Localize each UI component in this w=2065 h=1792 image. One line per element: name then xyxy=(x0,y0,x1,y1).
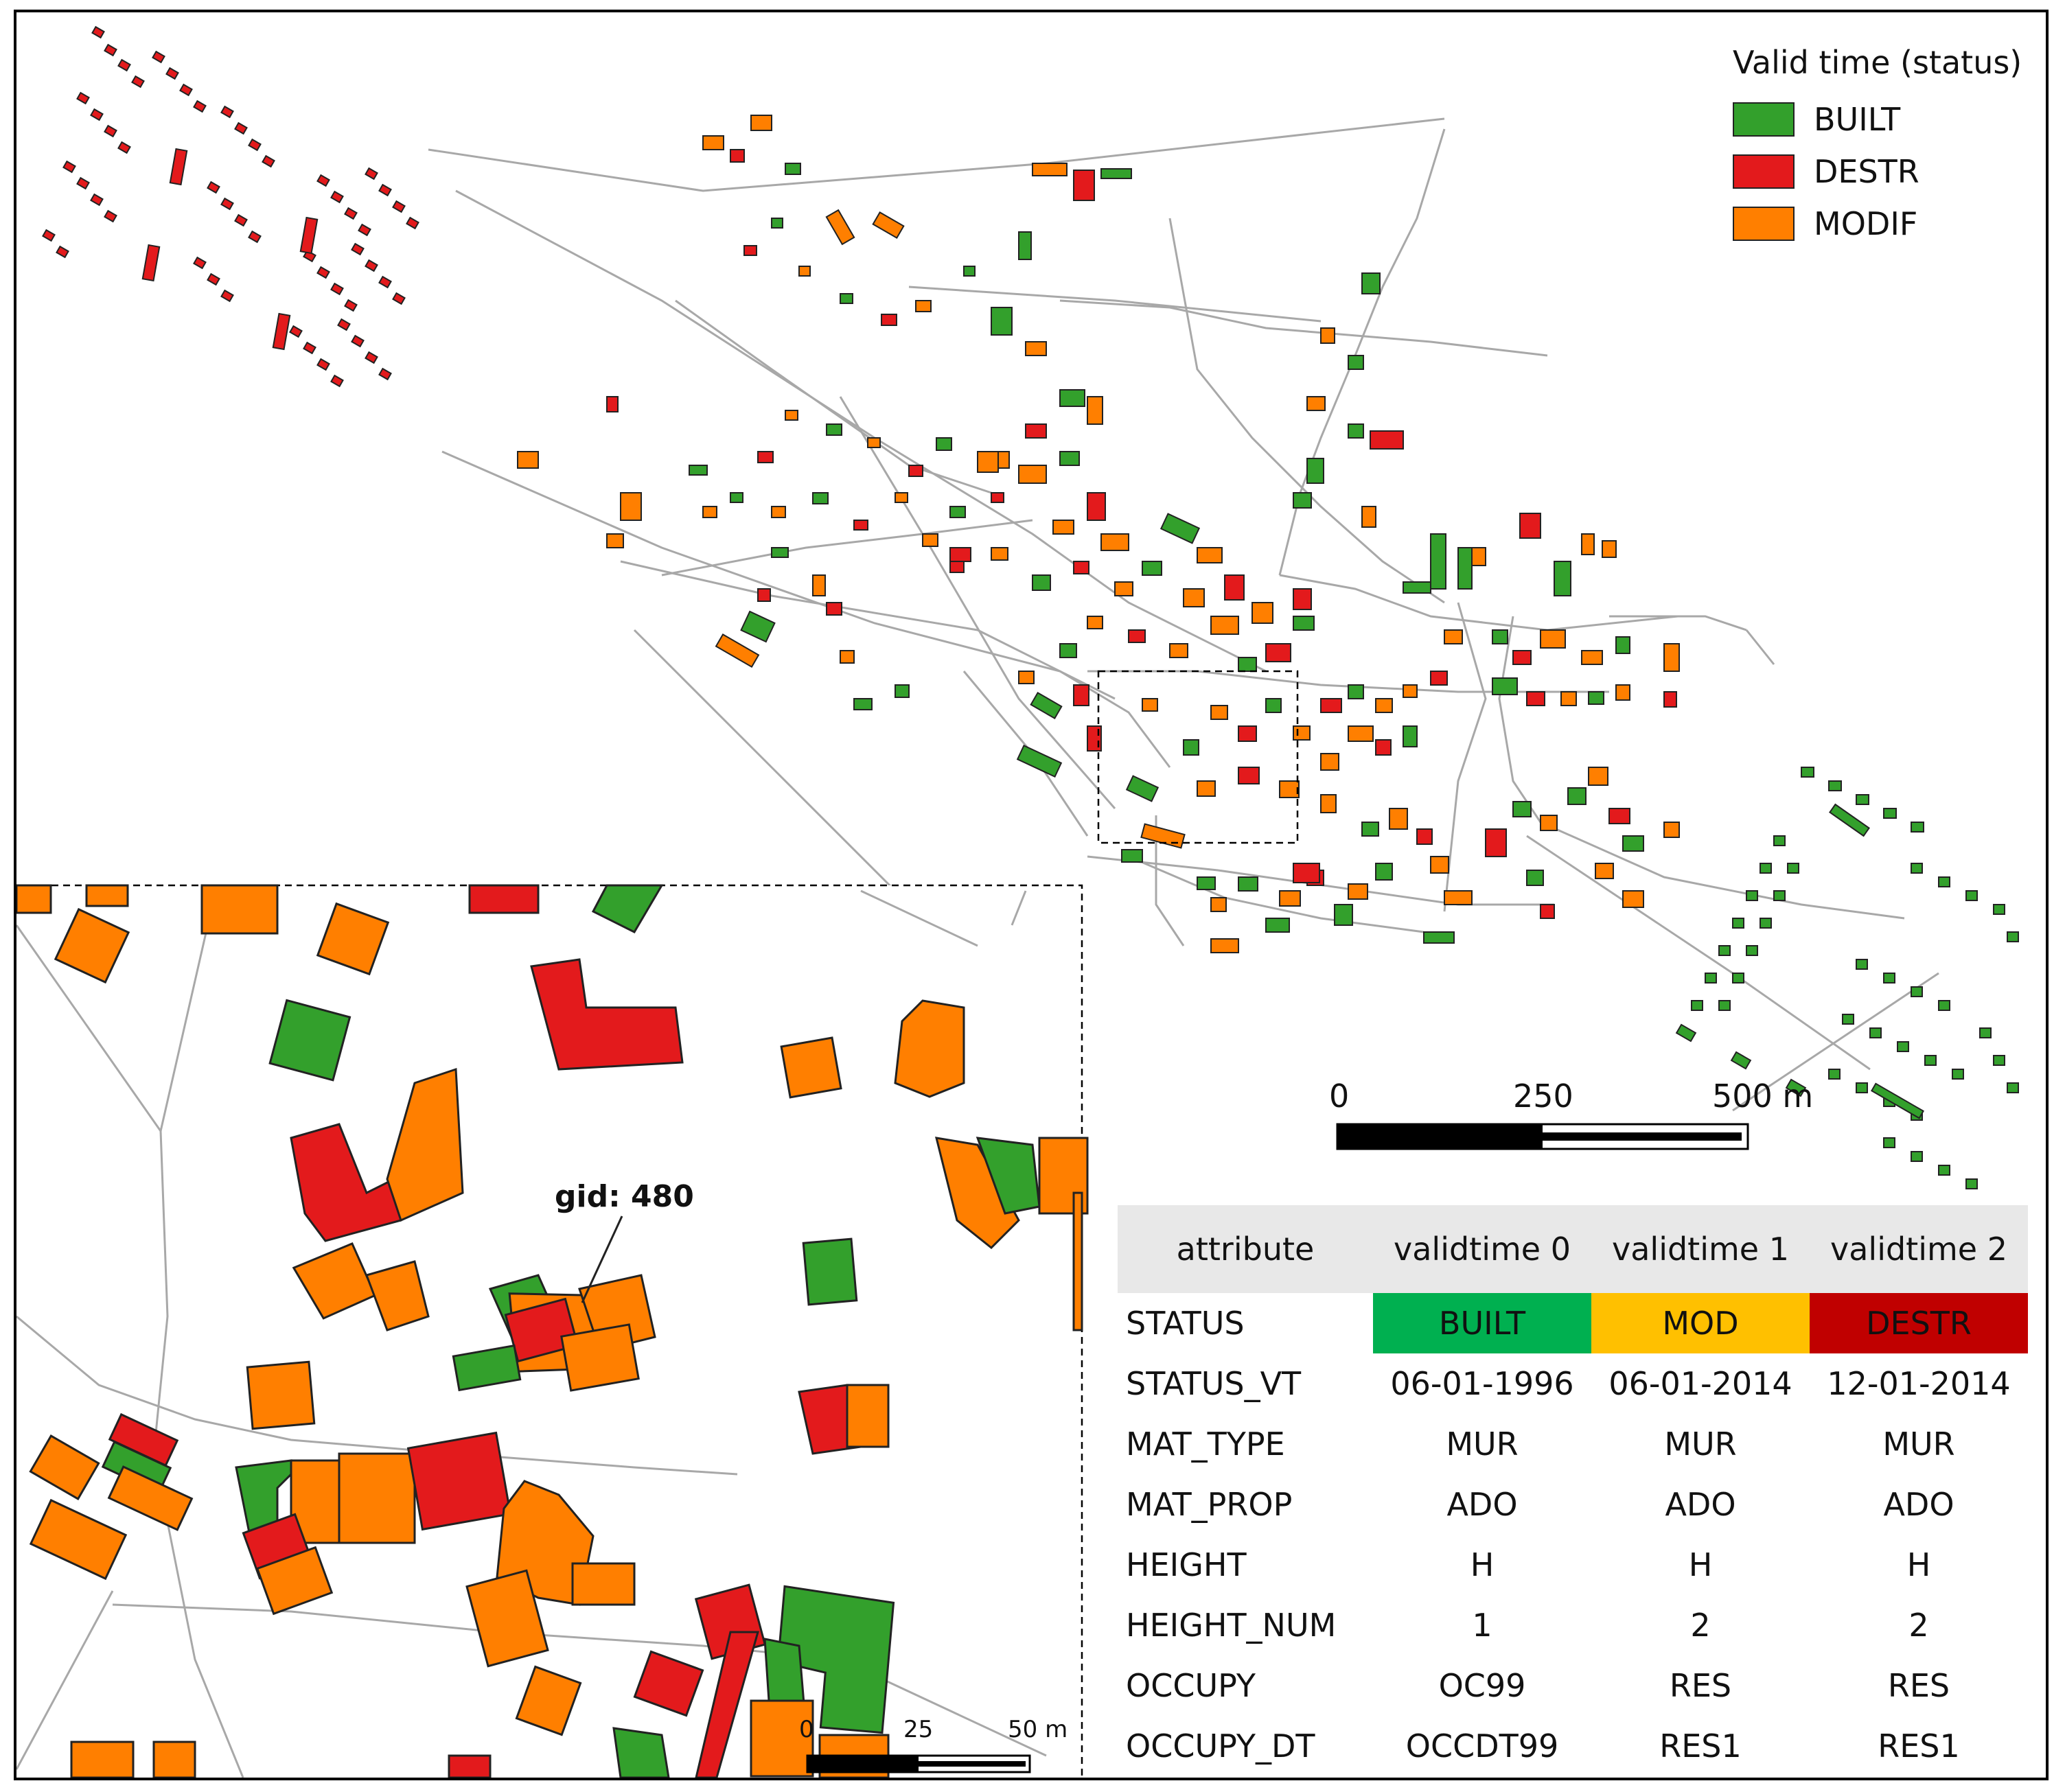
table-cell: ADO xyxy=(1446,1486,1518,1523)
attribute-key: HEIGHT xyxy=(1126,1546,1247,1583)
legend-item-modif: MODIF xyxy=(1733,198,2022,250)
table-row: HEIGHT_NUM 1 2 2 xyxy=(1118,1595,2028,1655)
table-cell: 12-01-2014 xyxy=(1827,1365,2011,1402)
map-canvas xyxy=(16,25,2019,1778)
attribute-key: MAT_TYPE xyxy=(1126,1426,1285,1463)
legend-title: Valid time (status) xyxy=(1733,44,2022,81)
new-building-cluster xyxy=(1675,767,2019,1189)
table-cell: ADO xyxy=(1883,1486,1954,1523)
column-header: validtime 0 xyxy=(1373,1205,1591,1293)
table-cell: MUR xyxy=(1446,1426,1519,1463)
legend-label: BUILT xyxy=(1814,101,1901,138)
inset-scalebar-tick-50: 50 m xyxy=(1008,1716,1068,1743)
table-row: OCCUPY OC99 RES RES xyxy=(1118,1655,2028,1716)
table-cell: 2 xyxy=(1908,1607,1929,1644)
table-cell: OC99 xyxy=(1438,1667,1526,1704)
town-buildings xyxy=(517,115,1680,953)
table-cell: RES1 xyxy=(1878,1727,1960,1765)
table-row-status: STATUS BUILT MOD DESTR xyxy=(1118,1293,2028,1353)
attribute-table: attribute validtime 0 validtime 1 validt… xyxy=(1118,1205,2028,1776)
legend-swatch xyxy=(1733,154,1795,189)
inset-scalebar-tick-0: 0 xyxy=(799,1716,814,1743)
attribute-key: STATUS xyxy=(1126,1305,1245,1342)
table-cell: ADO xyxy=(1665,1486,1736,1523)
inset-scalebar-bar xyxy=(806,1754,1031,1773)
column-header: validtime 2 xyxy=(1810,1205,2028,1293)
attribute-key: OCCUPY_DT xyxy=(1126,1727,1315,1765)
building-footprints xyxy=(42,25,2019,1189)
status-cell-destr: DESTR xyxy=(1810,1293,2028,1353)
table-cell: H xyxy=(1688,1546,1713,1583)
destroyed-building-cluster xyxy=(42,25,419,388)
legend-label: MODIF xyxy=(1814,205,1918,242)
table-cell: 1 xyxy=(1472,1607,1492,1644)
inset-extent-box xyxy=(1097,670,1299,844)
table-cell: H xyxy=(1906,1546,1931,1583)
table-cell: 06-01-1996 xyxy=(1390,1365,1574,1402)
table-cell: RES1 xyxy=(1659,1727,1742,1765)
legend-swatch xyxy=(1733,207,1795,241)
main-scalebar xyxy=(1336,1123,1749,1150)
scalebar-tick-0: 0 xyxy=(1329,1078,1350,1115)
legend: Valid time (status) BUILT DESTR MODIF xyxy=(1733,44,2022,250)
table-row: MAT_PROP ADO ADO ADO xyxy=(1118,1474,2028,1535)
table-cell: RES xyxy=(1669,1667,1732,1704)
column-header: validtime 1 xyxy=(1591,1205,1810,1293)
table-row: HEIGHT H H H xyxy=(1118,1535,2028,1595)
table-cell: MUR xyxy=(1664,1426,1737,1463)
legend-item-destr: DESTR xyxy=(1733,146,2022,198)
inset-buildings xyxy=(16,884,1089,1778)
table-row: OCCUPY_DT OCCDT99 RES1 RES1 xyxy=(1118,1716,2028,1776)
label-leader-line xyxy=(581,1215,623,1303)
scalebar-tick-500: 500 m xyxy=(1712,1078,1814,1115)
attribute-key: STATUS_VT xyxy=(1126,1365,1302,1402)
scalebar-tick-250: 250 xyxy=(1513,1078,1573,1115)
table-row: STATUS_VT 06-01-1996 06-01-2014 12-01-20… xyxy=(1118,1353,2028,1414)
feature-label-gid: gid: 480 xyxy=(555,1179,694,1214)
status-cell-mod: MOD xyxy=(1591,1293,1810,1353)
legend-label: DESTR xyxy=(1814,153,1919,190)
attribute-key: OCCUPY xyxy=(1126,1667,1256,1704)
table-cell: OCCDT99 xyxy=(1405,1727,1559,1765)
inset-scalebar-tick-25: 25 xyxy=(903,1716,934,1743)
table-cell: 2 xyxy=(1690,1607,1711,1644)
inset-map xyxy=(16,884,1089,1778)
table-cell: 06-01-2014 xyxy=(1608,1365,1792,1402)
legend-item-built: BUILT xyxy=(1733,93,2022,146)
table-header-row: attribute validtime 0 validtime 1 validt… xyxy=(1118,1205,2028,1293)
legend-swatch xyxy=(1733,102,1795,137)
map-figure: Valid time (status) BUILT DESTR MODIF 0 … xyxy=(14,10,2049,1780)
attribute-key: MAT_PROP xyxy=(1126,1486,1293,1523)
table-cell: MUR xyxy=(1882,1426,1955,1463)
table-cell: H xyxy=(1470,1546,1495,1583)
attribute-key: HEIGHT_NUM xyxy=(1126,1607,1337,1644)
table-cell: RES xyxy=(1887,1667,1950,1704)
column-header: attribute xyxy=(1118,1205,1373,1293)
status-cell-built: BUILT xyxy=(1373,1293,1591,1353)
table-row: MAT_TYPE MUR MUR MUR xyxy=(1118,1414,2028,1474)
